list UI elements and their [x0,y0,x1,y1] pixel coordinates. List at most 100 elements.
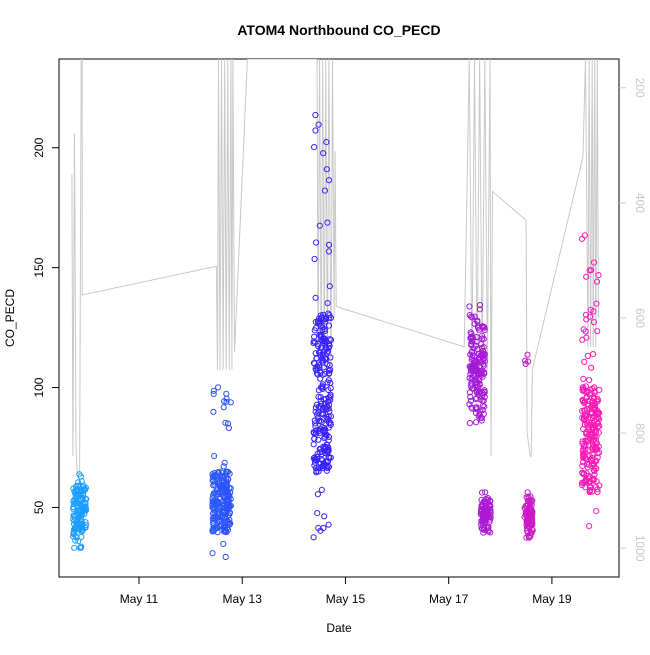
data-point [471,313,478,320]
data-point [317,369,324,376]
data-point [583,394,590,401]
y-tick-label: 150 [32,257,46,277]
data-point [223,529,230,536]
data-point [590,319,598,326]
data-point [589,399,596,406]
data-point [526,499,533,506]
data-point [215,503,222,510]
data-point [210,408,217,415]
right-y-axis: 200 400 600 800 1000 [619,78,647,562]
data-point [322,443,329,450]
data-point [591,467,598,475]
data-point [528,529,535,536]
data-point [311,144,318,151]
points-layer [70,111,603,561]
data-point [225,424,232,432]
x-axis: May 11 May 13 May 15 May 17 May 19 [120,577,572,606]
data-point [596,386,603,393]
data-point [476,410,483,417]
data-point [311,456,318,463]
data-point [594,395,601,403]
data-point [324,449,331,456]
data-point [319,410,326,417]
data-point [584,437,592,444]
data-point [590,259,598,266]
data-point [592,443,599,450]
data-point [317,397,324,404]
data-point [74,525,81,532]
data-point [582,476,589,483]
data-point [579,469,586,476]
data-point [586,487,594,495]
data-point [466,420,473,427]
data-point [325,310,332,317]
data-point [466,375,473,382]
secondary-line [71,59,599,474]
data-point [596,449,603,456]
data-point [589,454,596,462]
data-point [212,491,219,498]
data-point [480,397,487,404]
data-point [593,478,600,485]
secondary-line-layer [71,59,599,474]
data-point [481,526,488,533]
data-point [481,403,488,410]
data-point [314,509,321,517]
data-point [482,489,489,496]
data-point [310,455,317,462]
data-point [589,437,596,444]
data-point [227,399,234,406]
data-point [324,219,331,226]
data-point [222,419,229,426]
data-point [484,508,491,515]
data-point [586,484,594,491]
data-point [211,479,218,486]
data-point [310,534,317,541]
y-axis-label: CO_PECD [3,289,17,347]
x-tick-label: May 11 [120,592,159,606]
data-point [473,361,480,369]
data-point [320,335,327,342]
data-point [589,451,596,458]
data-point [469,354,476,361]
data-point [327,366,334,374]
data-point [586,523,593,530]
x-axis-label: Date [326,621,352,635]
data-point [325,370,333,377]
data-point [471,320,478,327]
data-point [77,524,84,531]
data-point [326,342,333,350]
data-point [588,364,595,371]
data-point [210,492,217,499]
data-point [467,365,474,372]
data-point [591,389,599,396]
data-point [326,314,333,321]
data-point [215,499,222,506]
data-point [327,379,334,386]
data-point [326,312,333,319]
data-point [319,457,326,464]
data-point [478,506,485,513]
data-point [325,241,333,248]
right-y-tick-label: 800 [633,423,647,443]
data-point [313,239,320,246]
data-point [594,486,601,493]
right-y-tick-label: 400 [633,193,647,213]
data-point [580,454,587,461]
data-point [216,480,223,487]
data-point [582,411,589,418]
data-point [593,508,600,515]
data-point [466,303,473,310]
data-point [481,324,488,331]
data-point [472,404,479,411]
data-point [476,302,484,309]
data-point [315,436,322,443]
data-point [226,516,233,524]
data-point [321,370,328,377]
data-point [315,343,322,350]
data-point [583,316,590,323]
data-point [523,534,530,541]
data-point [220,404,227,411]
data-point [467,397,474,404]
data-point [224,420,232,427]
